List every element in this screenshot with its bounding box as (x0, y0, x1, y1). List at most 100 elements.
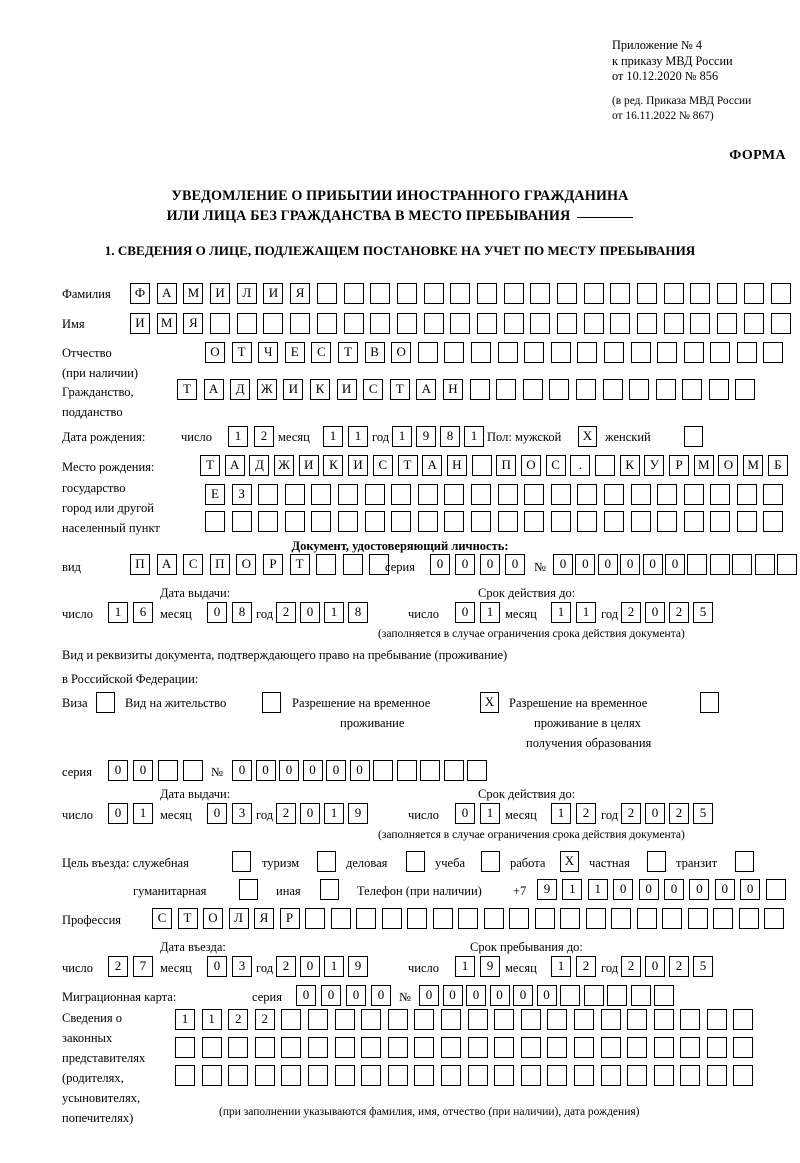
char-cell[interactable]: У (644, 455, 665, 476)
char-cell[interactable]: 0 (714, 879, 735, 900)
char-cell[interactable] (316, 554, 337, 575)
char-cell[interactable]: 2 (621, 602, 641, 623)
char-cell[interactable]: 0 (321, 985, 341, 1006)
char-cell[interactable]: 0 (207, 956, 227, 977)
char-cell[interactable] (717, 283, 738, 304)
char-cell[interactable]: 1 (108, 602, 128, 623)
char-cell[interactable]: 3 (232, 803, 252, 824)
char-cell[interactable]: М (743, 455, 764, 476)
char-cell[interactable] (496, 379, 517, 400)
char-cell[interactable] (663, 313, 684, 334)
char-cell[interactable]: И (336, 379, 357, 400)
char-cell[interactable]: 9 (348, 803, 368, 824)
char-cell[interactable] (530, 313, 551, 334)
char-cell[interactable] (577, 484, 598, 505)
char-cell[interactable] (381, 908, 402, 929)
char-cell[interactable]: 2 (669, 602, 689, 623)
char-cell[interactable]: 0 (455, 602, 475, 623)
char-cell[interactable]: Я (183, 313, 204, 334)
char-cell[interactable] (228, 1037, 249, 1058)
char-cell[interactable] (503, 283, 524, 304)
char-cell[interactable]: 1 (576, 602, 596, 623)
char-cell[interactable] (334, 1065, 355, 1086)
char-cell[interactable] (680, 1037, 701, 1058)
char-cell[interactable]: О (203, 908, 223, 929)
char-cell[interactable]: 0 (620, 554, 641, 575)
char-cell[interactable]: 8 (232, 602, 252, 623)
char-cell[interactable] (690, 313, 711, 334)
char-cell[interactable]: 1 (392, 426, 412, 447)
char-cell[interactable]: Ж (256, 379, 277, 400)
visa-checkbox[interactable] (96, 692, 115, 713)
char-cell[interactable] (281, 1009, 302, 1030)
purpose-business-checkbox[interactable] (406, 851, 425, 872)
char-cell[interactable] (573, 1065, 594, 1086)
char-cell[interactable] (630, 985, 651, 1006)
char-cell[interactable]: Д (249, 455, 270, 476)
char-cell[interactable]: 1 (324, 602, 344, 623)
char-cell[interactable] (683, 484, 704, 505)
char-cell[interactable] (342, 554, 363, 575)
char-cell[interactable]: Т (289, 554, 310, 575)
char-cell[interactable] (440, 1037, 461, 1058)
char-cell[interactable] (263, 313, 284, 334)
char-cell[interactable] (311, 511, 332, 532)
char-cell[interactable] (470, 484, 491, 505)
char-cell[interactable] (467, 1009, 488, 1030)
char-cell[interactable] (575, 379, 596, 400)
char-cell[interactable] (607, 985, 627, 1006)
char-cell[interactable] (201, 1037, 222, 1058)
char-cell[interactable] (637, 313, 658, 334)
char-cell[interactable] (763, 511, 784, 532)
char-cell[interactable] (450, 313, 471, 334)
char-cell[interactable]: 2 (276, 956, 296, 977)
char-cell[interactable] (530, 283, 551, 304)
char-cell[interactable] (497, 511, 518, 532)
char-cell[interactable]: 2 (228, 1009, 249, 1030)
char-cell[interactable]: Д (230, 379, 251, 400)
purpose-work-checkbox[interactable]: X (560, 851, 579, 872)
char-cell[interactable]: 0 (642, 554, 663, 575)
char-cell[interactable]: К (309, 379, 330, 400)
char-cell[interactable]: Ф (130, 283, 150, 304)
char-cell[interactable] (687, 908, 708, 929)
char-cell[interactable]: П (209, 554, 230, 575)
char-cell[interactable] (709, 554, 730, 575)
char-cell[interactable] (549, 379, 570, 400)
char-cell[interactable]: 0 (489, 985, 510, 1006)
char-cell[interactable]: К (323, 455, 344, 476)
char-cell[interactable] (738, 908, 759, 929)
char-cell[interactable] (524, 511, 545, 532)
char-cell[interactable] (657, 511, 678, 532)
char-cell[interactable] (417, 342, 438, 363)
char-cell[interactable] (316, 283, 337, 304)
char-cell[interactable]: Р (279, 908, 300, 929)
char-cell[interactable]: Ж (274, 455, 295, 476)
char-cell[interactable] (364, 484, 385, 505)
char-cell[interactable] (370, 313, 391, 334)
char-cell[interactable] (281, 1065, 302, 1086)
char-cell[interactable] (158, 760, 178, 781)
char-cell[interactable]: А (422, 455, 443, 476)
char-cell[interactable] (467, 760, 487, 781)
char-cell[interactable]: 9 (480, 956, 500, 977)
char-cell[interactable]: 1 (562, 879, 583, 900)
char-cell[interactable] (585, 908, 606, 929)
char-cell[interactable]: Т (397, 455, 418, 476)
char-cell[interactable]: 0 (664, 554, 685, 575)
char-cell[interactable] (210, 313, 231, 334)
char-cell[interactable]: Т (389, 379, 410, 400)
char-cell[interactable]: М (693, 455, 714, 476)
